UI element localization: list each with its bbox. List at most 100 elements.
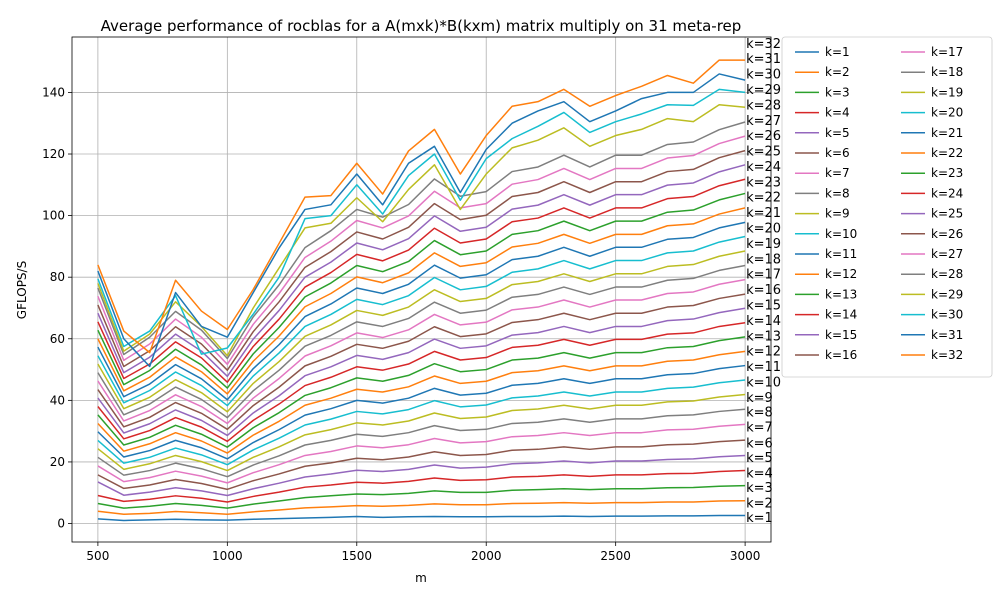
- series-end-label: k=27: [746, 114, 781, 129]
- y-tick-label: 120: [42, 147, 65, 161]
- legend: k=1 k=2 k=3 k=4 k=5 k=6 k=7 k=8 k=9 k=10 k=11 k=12 k…: [781, 36, 993, 378]
- y-tick-label: 60: [50, 332, 65, 346]
- x-axis-label: m: [415, 571, 427, 585]
- x-tick-label: 3000: [730, 549, 761, 563]
- series-end-label: k=28: [746, 98, 781, 113]
- series-line-k-15: [97, 307, 746, 437]
- series-line-k-5: [97, 454, 746, 497]
- series-line-k-13: [97, 336, 746, 448]
- series-line-k-26: [97, 149, 746, 371]
- x-tick-label: 1000: [212, 549, 243, 563]
- series-line-k-2: [97, 499, 746, 516]
- series-end-label: k=2: [746, 497, 773, 512]
- legend-entry: k=12: [825, 267, 857, 281]
- y-tick-label: 40: [50, 393, 65, 407]
- series-end-label: k=17: [746, 268, 781, 283]
- legend-entry: k=5: [825, 126, 850, 140]
- legend-entry: k=14: [825, 308, 857, 322]
- y-tick-label: 140: [42, 85, 65, 99]
- series-end-label: k=24: [746, 160, 781, 175]
- legend-entry: k=20: [931, 106, 963, 120]
- y-tick-label: 100: [42, 209, 65, 223]
- series-line-k-17: [97, 278, 746, 425]
- legend-entry: k=17: [931, 45, 963, 59]
- series-end-label: k=22: [746, 191, 781, 206]
- series-end-label: k=3: [746, 481, 773, 496]
- legend-entry: k=29: [931, 287, 963, 301]
- x-tick-label: 2000: [471, 549, 502, 563]
- series-line-k-12: [97, 350, 746, 454]
- series-end-label: k=25: [746, 145, 781, 160]
- series-line-k-32: [97, 59, 746, 354]
- series-end-label: k=18: [746, 252, 781, 267]
- series-line-k-10: [97, 379, 746, 466]
- legend-entry: k=10: [825, 227, 857, 241]
- y-tick-label: 0: [57, 517, 65, 531]
- legend-entry: k=7: [825, 166, 850, 180]
- series-end-label: k=9: [746, 391, 773, 406]
- legend-entry: k=25: [931, 207, 963, 221]
- series-end-label: k=1: [746, 511, 773, 526]
- series-line-k-6: [97, 439, 746, 491]
- series-end-label: k=23: [746, 175, 781, 190]
- legend-entry: k=30: [931, 308, 963, 322]
- series-line-k-16: [97, 293, 746, 431]
- series-end-label: k=31: [746, 52, 781, 67]
- series-line-k-8: [97, 408, 746, 478]
- y-axis-label: GFLOPS/S: [15, 261, 29, 319]
- series-end-label: k=11: [746, 360, 781, 375]
- series-line-k-29: [97, 103, 746, 357]
- series-line-k-11: [97, 364, 746, 460]
- legend-box: [781, 36, 993, 378]
- series-lines: [97, 59, 746, 522]
- series-line-k-9: [97, 393, 746, 472]
- series-end-label: k=12: [746, 345, 781, 360]
- y-tick-label: 80: [50, 270, 65, 284]
- series-end-label: k=10: [746, 375, 781, 390]
- legend-entry: k=11: [825, 247, 857, 261]
- axis-ticks: 500 1000 1500 2000 2500 3000 0 20 40 60 80 100 120 14…: [42, 85, 760, 563]
- legend-entry: k=4: [825, 106, 850, 120]
- legend-entry: k=16: [825, 348, 857, 362]
- series-end-label: k=19: [746, 237, 781, 252]
- plot-frame: [71, 36, 772, 543]
- series-line-k-19: [97, 250, 746, 413]
- series-end-label: k=14: [746, 314, 781, 329]
- legend-entry: k=2: [825, 65, 850, 79]
- series-end-label: k=32: [746, 37, 781, 52]
- series-end-label: k=21: [746, 206, 781, 221]
- legend-entry: k=3: [825, 85, 850, 99]
- series-line-k-24: [97, 178, 746, 383]
- legend-entry: k=15: [825, 328, 857, 342]
- x-tick-label: 500: [86, 549, 109, 563]
- series-line-k-14: [97, 322, 746, 443]
- legend-entry: k=21: [931, 126, 963, 140]
- legend-entry: k=6: [825, 146, 850, 160]
- series-line-k-25: [97, 164, 746, 378]
- series-line-k-22: [97, 207, 746, 395]
- series-end-label: k=29: [746, 83, 781, 98]
- series-end-label: k=8: [746, 406, 773, 421]
- legend-entry: k=32: [931, 348, 963, 362]
- legend-entry: k=8: [825, 186, 850, 200]
- legend-entry: k=24: [931, 186, 963, 200]
- series-end-label: k=20: [746, 222, 781, 237]
- series-end-label: k=13: [746, 329, 781, 344]
- legend-entry: k=18: [931, 65, 963, 79]
- legend-entry: k=26: [931, 227, 963, 241]
- legend-entry: k=27: [931, 247, 963, 261]
- series-end-label: k=16: [746, 283, 781, 298]
- chart-title: Average performance of rocblas for a A(m…: [101, 17, 742, 35]
- series-end-label: k=30: [746, 68, 781, 83]
- series-line-k-23: [97, 192, 746, 389]
- legend-entry: k=9: [825, 207, 850, 221]
- series-end-label: k=5: [746, 451, 773, 466]
- legend-entry: k=28: [931, 267, 963, 281]
- legend-entry: k=1: [825, 45, 850, 59]
- series-end-label: k=4: [746, 467, 773, 482]
- series-line-k-31: [97, 73, 746, 368]
- legend-entry: k=19: [931, 85, 963, 99]
- series-line-k-20: [97, 235, 746, 407]
- grid: [72, 37, 771, 542]
